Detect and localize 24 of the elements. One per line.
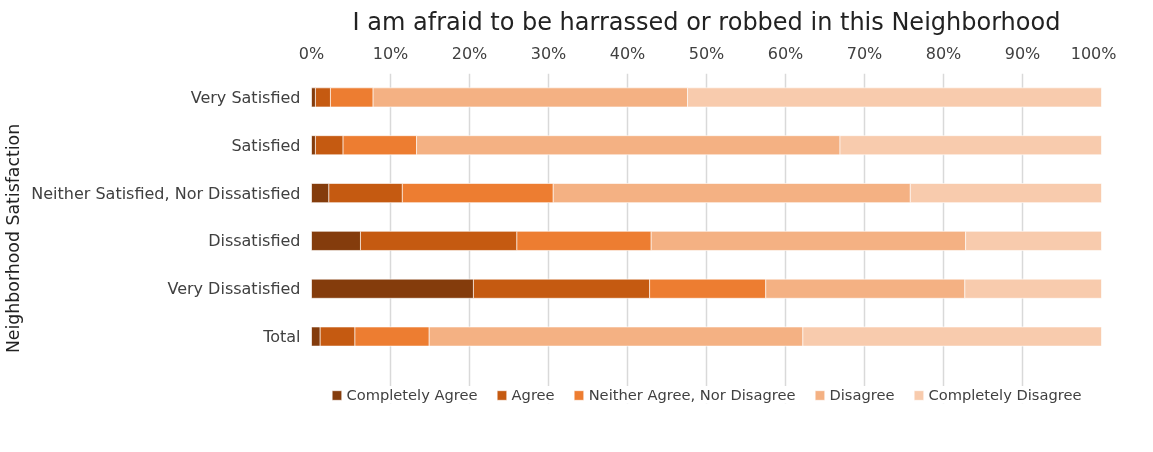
y-tick-label: Dissatisfied [208,231,301,251]
x-tick-label: 40% [609,43,646,63]
y-tick-label: Satisfied [231,135,301,155]
x-tick-label: 0% [298,43,325,63]
y-tick-label: Very Satisfied [190,87,301,107]
x-tick-label: 80% [925,43,962,63]
x-tick-label: 90% [1004,43,1041,63]
chart-title: I am afraid to be harrassed or robbed in this Neighborhood [352,7,1061,36]
x-tick-label: 60% [767,43,804,63]
y-tick-label: Neither Satisfied, Nor Dissatisfied [31,183,301,203]
y-tick-label: Total [262,327,301,347]
x-tick-label: 20% [451,43,488,63]
legend-label: Completely Disagree [928,386,1082,403]
y-axis-title: Neighborhood Satisfaction [3,123,24,354]
legend-label: Disagree [829,386,895,403]
x-tick-label: 100% [1070,43,1117,63]
legend-label: Completely Agree [346,386,478,403]
x-tick-label: 10% [372,43,409,63]
legend-label: Agree [511,386,555,403]
x-tick-label: 30% [530,43,567,63]
x-tick-label: 50% [688,43,725,63]
legend-label: Neither Agree, Nor Disagree [588,386,796,403]
x-tick-label: 70% [846,43,883,63]
y-tick-label: Very Dissatisfied [167,279,301,299]
